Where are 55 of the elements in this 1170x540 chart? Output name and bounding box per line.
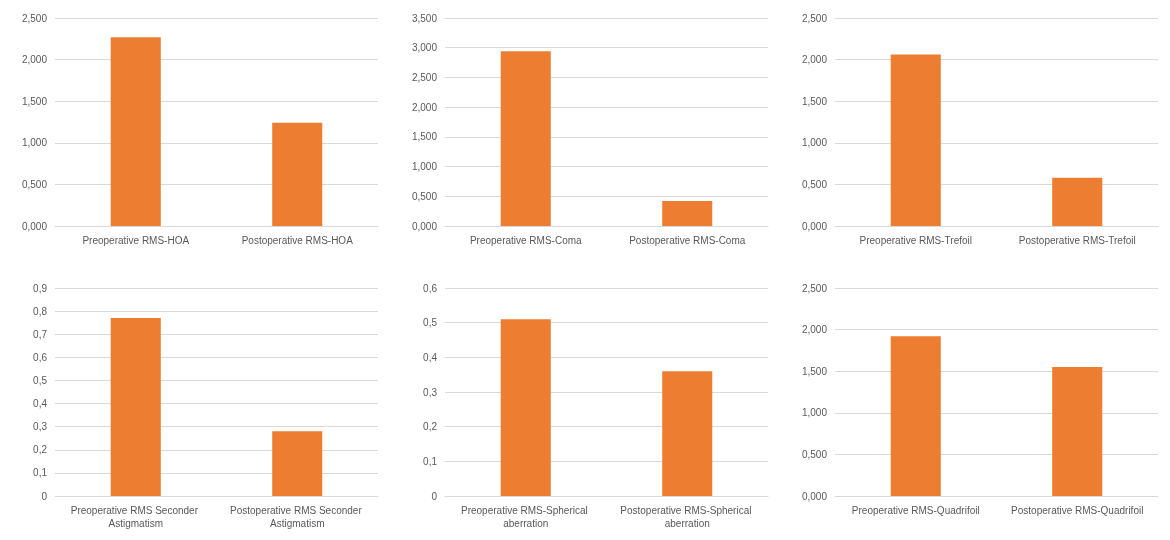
y-tick-label: 0,4 <box>423 351 438 363</box>
y-tick-label: 0,000 <box>801 490 828 502</box>
x-tick-label: Postoperative RMS Seconder Astigmatism <box>229 505 365 529</box>
y-tick-label: 1,500 <box>801 95 828 107</box>
y-tick-label: 0,000 <box>21 220 48 232</box>
y-tick-label: 1,000 <box>801 407 828 419</box>
y-tick-label: 0,500 <box>801 448 828 460</box>
y-tick-label: 0,7 <box>33 328 48 340</box>
y-tick-label: 0,4 <box>33 398 48 410</box>
x-tick-label: Preoperative RMS-Trefoil <box>859 235 972 246</box>
y-tick-label: 1,500 <box>801 365 828 377</box>
x-tick-label: Postoperative RMS-Spherical aberration <box>620 505 755 529</box>
y-tick-label: 0,1 <box>423 455 438 467</box>
y-tick-label: 0,5 <box>33 374 48 386</box>
y-tick-label: 0,000 <box>411 220 438 232</box>
y-tick-label: 0,3 <box>423 386 438 398</box>
y-tick-label: 0,6 <box>33 351 48 363</box>
x-tick-label: Postoperative RMS-Coma <box>629 235 746 246</box>
y-tick-label: 0,2 <box>33 444 48 456</box>
y-tick-label: 2,500 <box>411 71 438 83</box>
y-tick-label: 0,5 <box>423 317 438 329</box>
x-tick-label: Postoperative RMS-Trefoil <box>1018 235 1136 246</box>
y-tick-label: 0 <box>431 490 438 502</box>
y-tick-label: 2,500 <box>801 282 828 294</box>
y-tick-label: 0,3 <box>33 421 48 433</box>
y-tick-label: 0,9 <box>33 282 48 294</box>
y-tick-label: 3,000 <box>411 42 438 54</box>
y-tick-label: 2,000 <box>21 54 48 66</box>
y-tick-label: 0,2 <box>423 421 438 433</box>
y-tick-label: 1,000 <box>21 137 48 149</box>
y-tick-label: 1,500 <box>411 131 438 143</box>
x-tick-label: Preoperative RMS-Spherical aberration <box>461 505 591 529</box>
y-tick-label: 0,500 <box>801 178 828 190</box>
y-tick-label: 1,000 <box>801 137 828 149</box>
x-tick-label: Preoperative RMS-Coma <box>469 235 583 246</box>
y-tick-label: 1,500 <box>21 95 48 107</box>
y-tick-label: 2,000 <box>411 101 438 113</box>
y-tick-label: 2,000 <box>801 324 828 336</box>
y-tick-label: 3,500 <box>411 12 438 24</box>
y-tick-label: 0 <box>41 490 48 502</box>
y-tick-label: 0,6 <box>423 282 438 294</box>
y-tick-label: 1,000 <box>411 161 438 173</box>
x-tick-label: Preoperative RMS-HOA <box>82 235 190 246</box>
y-tick-label: 2,500 <box>21 12 48 24</box>
y-tick-label: 2,500 <box>801 12 828 24</box>
y-tick-label: 0,1 <box>33 467 48 479</box>
y-tick-label: 0,8 <box>33 305 48 317</box>
y-tick-label: 0,000 <box>801 220 828 232</box>
x-tick-label: Preoperative RMS Seconder Astigmatism <box>70 505 201 529</box>
y-tick-label: 2,000 <box>801 54 828 66</box>
x-tick-label: Postoperative RMS-HOA <box>241 235 354 246</box>
x-tick-label: Postoperative RMS-Quadrifoil <box>1011 505 1144 516</box>
y-tick-label: 0,500 <box>21 178 48 190</box>
y-tick-label: 0,500 <box>411 190 438 202</box>
x-tick-label: Preoperative RMS-Quadrifoil <box>851 505 980 516</box>
